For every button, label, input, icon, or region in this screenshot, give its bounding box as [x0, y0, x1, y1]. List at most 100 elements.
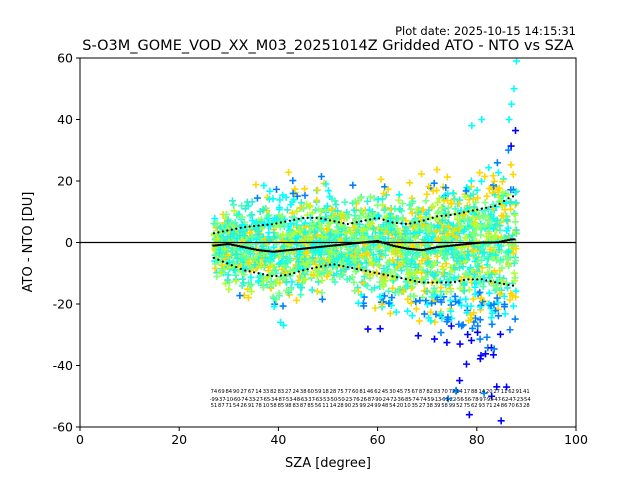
scatter-marker	[501, 206, 509, 214]
scatter-marker	[404, 295, 412, 303]
scatter-marker	[461, 193, 469, 201]
scatter-marker	[230, 207, 238, 215]
scatter-marker	[265, 256, 273, 264]
bin-stat-label: -85	[403, 397, 411, 403]
scatter-marker	[370, 194, 378, 202]
bin-stat-label: 20	[486, 389, 493, 395]
scatter-marker	[385, 287, 393, 295]
scatter-marker	[497, 277, 505, 285]
scatter-marker	[512, 57, 520, 65]
upper-std-point	[377, 217, 381, 220]
scatter-marker	[301, 255, 309, 263]
scatter-marker	[469, 225, 477, 233]
lower-std-point	[244, 269, 247, 272]
bin-stat-label: 90	[233, 389, 240, 395]
scatter-marker	[388, 248, 396, 256]
upper-std-point	[284, 220, 287, 223]
x-tick-label: 20	[171, 432, 187, 447]
scatter-marker	[460, 287, 468, 295]
scatter-marker	[414, 332, 422, 340]
bin-stat-label: 75	[464, 403, 471, 409]
upper-std-point	[449, 213, 452, 217]
bin-stat-label: 62	[471, 403, 478, 409]
scatter-marker	[433, 166, 441, 174]
scatter-marker	[490, 267, 498, 275]
scatter-marker	[497, 217, 505, 225]
scatter-marker	[238, 213, 246, 221]
bin-stat-label: 54	[233, 403, 240, 409]
scatter-marker	[453, 257, 461, 265]
upper-std-point	[311, 216, 314, 219]
bin-stat-label: -34	[269, 397, 278, 403]
bin-stat-label: 67	[411, 389, 418, 395]
bin-stat-label: 87	[419, 389, 426, 395]
scatter-marker	[456, 377, 464, 385]
scatter-marker	[246, 229, 254, 237]
upper-std-point	[409, 222, 412, 225]
lower-std-point	[328, 263, 332, 266]
scatter-marker	[287, 220, 295, 228]
bin-stat-label: 69	[218, 389, 225, 395]
scatter-marker	[438, 204, 446, 212]
scatter-marker	[415, 317, 423, 325]
bin-stat-label: 71	[225, 403, 232, 409]
bin-stat-label: 58	[441, 403, 448, 409]
scatter-marker	[228, 247, 236, 255]
scatter-marker	[231, 266, 239, 274]
scatter-marker	[444, 204, 452, 212]
scatter-marker	[423, 260, 431, 268]
scatter-marker	[453, 215, 461, 223]
scatter-marker	[412, 298, 420, 306]
scatter-marker	[318, 295, 326, 303]
scatter-marker	[456, 340, 464, 348]
bin-stat-label: -10	[225, 397, 233, 403]
scatter-marker	[270, 294, 278, 302]
scatter-marker	[512, 245, 520, 253]
scatter-marker	[478, 116, 486, 123]
scatter-marker	[398, 267, 406, 275]
scatter-marker	[291, 185, 299, 193]
scatter-marker	[374, 261, 382, 269]
upper-std-point	[288, 219, 291, 222]
scatter-marker	[322, 180, 330, 188]
lower-std-point	[364, 269, 367, 272]
bin-stat-label: -50	[336, 397, 344, 403]
bin-stat-label: -76	[351, 397, 359, 403]
scatter-marker	[423, 268, 431, 276]
scatter-marker	[510, 269, 518, 277]
curves-layer	[212, 195, 516, 287]
scatter-marker	[293, 192, 301, 200]
upper-std-point	[279, 221, 282, 224]
scatter-marker	[510, 210, 518, 218]
scatter-marker	[329, 206, 337, 214]
x-axis-label: SZA [degree]	[285, 456, 371, 471]
bin-stat-label: 91	[248, 403, 255, 409]
scatter-marker	[376, 325, 384, 333]
scatter-marker	[325, 254, 333, 262]
scatter-marker	[376, 293, 384, 301]
scatter-marker	[288, 209, 296, 217]
scatter-marker	[233, 211, 241, 219]
scatter-marker	[324, 187, 332, 195]
scatter-marker	[389, 256, 397, 264]
bin-stat-label: 33	[263, 389, 270, 395]
bin-stat-label: 28	[330, 389, 337, 395]
bin-stat-label: 91	[516, 389, 523, 395]
scatter-marker	[302, 249, 310, 257]
scatter-marker	[259, 284, 267, 292]
lower-std-point	[212, 256, 216, 259]
scatter-marker	[444, 196, 452, 204]
scatter-marker	[476, 303, 484, 311]
bin-stat-label: -50	[329, 397, 337, 403]
scatter-marker	[313, 287, 321, 295]
scatter-marker	[304, 259, 312, 267]
scatter-marker	[380, 206, 388, 214]
lower-std-point	[288, 273, 291, 276]
scatter-marker	[311, 228, 319, 236]
scatter-marker	[230, 230, 238, 238]
scatter-marker	[502, 252, 510, 260]
scatter-marker	[512, 187, 520, 195]
scatter-marker	[478, 256, 486, 264]
scatter-marker	[315, 268, 323, 276]
